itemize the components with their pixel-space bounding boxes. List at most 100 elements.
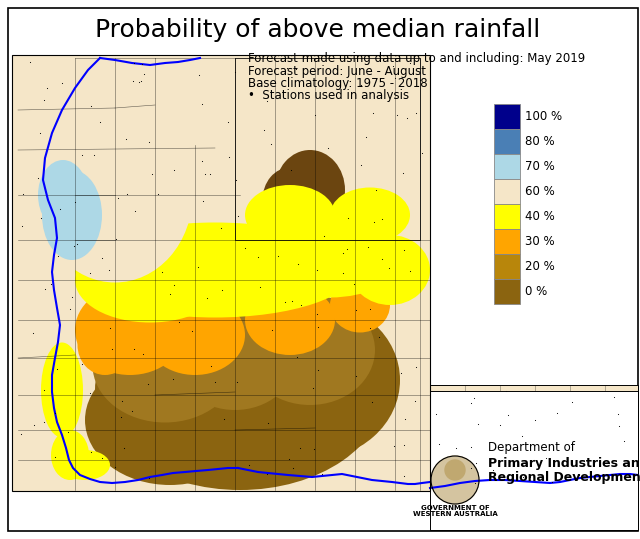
Ellipse shape bbox=[545, 439, 585, 461]
Point bbox=[115, 413, 125, 421]
Point bbox=[217, 286, 227, 294]
Point bbox=[619, 437, 629, 445]
Point bbox=[202, 293, 212, 302]
Point bbox=[230, 176, 241, 184]
Point bbox=[67, 293, 77, 301]
Point bbox=[396, 369, 406, 378]
Point bbox=[107, 344, 117, 353]
Point bbox=[122, 190, 132, 198]
Text: Department of: Department of bbox=[488, 440, 575, 453]
Ellipse shape bbox=[579, 439, 601, 457]
Point bbox=[399, 440, 409, 449]
Point bbox=[42, 84, 52, 92]
Point bbox=[614, 421, 624, 430]
Ellipse shape bbox=[75, 285, 185, 375]
Point bbox=[116, 397, 127, 405]
Bar bbox=[494, 129, 520, 154]
Point bbox=[263, 418, 273, 427]
Text: Forecast period: June - August: Forecast period: June - August bbox=[248, 65, 426, 78]
Ellipse shape bbox=[245, 285, 335, 355]
Point bbox=[363, 242, 373, 251]
Point bbox=[69, 241, 79, 250]
Ellipse shape bbox=[245, 185, 335, 245]
Point bbox=[431, 409, 441, 418]
Point bbox=[500, 387, 511, 396]
Ellipse shape bbox=[85, 355, 255, 485]
Point bbox=[390, 74, 401, 82]
Text: 100 %: 100 % bbox=[525, 110, 562, 123]
Point bbox=[400, 414, 410, 423]
Point bbox=[244, 461, 254, 469]
Point bbox=[262, 470, 273, 479]
Point bbox=[296, 301, 306, 310]
Point bbox=[165, 290, 175, 299]
Point bbox=[376, 215, 387, 224]
Text: 20 %: 20 % bbox=[525, 260, 555, 273]
Point bbox=[104, 266, 115, 274]
Bar bbox=[494, 279, 520, 304]
Text: Forecast made using data up to and including: May 2019: Forecast made using data up to and inclu… bbox=[248, 52, 585, 65]
Text: Probability of above median rainfall: Probability of above median rainfall bbox=[95, 18, 541, 42]
Point bbox=[319, 232, 330, 240]
Text: Base climatology: 1975 - 2018: Base climatology: 1975 - 2018 bbox=[248, 77, 428, 90]
Ellipse shape bbox=[220, 300, 400, 460]
Point bbox=[52, 252, 63, 260]
Point bbox=[313, 323, 323, 331]
Point bbox=[399, 246, 410, 254]
Point bbox=[348, 280, 358, 289]
Point bbox=[399, 472, 409, 480]
Point bbox=[193, 263, 203, 272]
Point bbox=[54, 205, 65, 214]
Point bbox=[232, 212, 243, 221]
Point bbox=[77, 360, 87, 369]
Point bbox=[56, 79, 67, 87]
Bar bbox=[12, 55, 430, 491]
Point bbox=[211, 378, 221, 387]
Point bbox=[266, 139, 276, 148]
Point bbox=[259, 126, 269, 135]
Point bbox=[371, 186, 381, 195]
Point bbox=[216, 223, 226, 232]
Point bbox=[129, 344, 139, 353]
Point bbox=[308, 384, 318, 392]
Point bbox=[196, 157, 207, 165]
Point bbox=[451, 443, 461, 452]
Point bbox=[198, 197, 208, 206]
Point bbox=[367, 108, 378, 117]
Point bbox=[405, 266, 415, 275]
Point bbox=[46, 280, 56, 288]
Text: Regional Development: Regional Development bbox=[488, 472, 640, 485]
Point bbox=[273, 252, 283, 261]
Point bbox=[223, 153, 234, 161]
Text: GOVERNMENT OF
WESTERN AUSTRALIA: GOVERNMENT OF WESTERN AUSTRALIA bbox=[413, 505, 497, 517]
Point bbox=[84, 268, 95, 277]
Point bbox=[286, 165, 296, 174]
Point bbox=[287, 296, 297, 305]
Point bbox=[342, 244, 353, 253]
Ellipse shape bbox=[42, 170, 102, 260]
Point bbox=[65, 305, 76, 314]
Ellipse shape bbox=[468, 444, 508, 466]
Point bbox=[388, 441, 399, 450]
Point bbox=[577, 473, 587, 482]
Circle shape bbox=[445, 460, 465, 480]
Point bbox=[309, 444, 319, 453]
Point bbox=[70, 197, 81, 206]
Point bbox=[153, 190, 163, 198]
Point bbox=[392, 111, 402, 120]
Point bbox=[137, 59, 147, 68]
Point bbox=[471, 459, 481, 468]
Point bbox=[89, 150, 99, 159]
Point bbox=[411, 363, 421, 372]
Point bbox=[49, 409, 60, 417]
Point bbox=[17, 222, 28, 230]
Bar bbox=[494, 154, 520, 179]
Point bbox=[109, 462, 120, 471]
Point bbox=[240, 244, 250, 253]
Point bbox=[85, 389, 95, 397]
Text: 0 %: 0 % bbox=[525, 285, 547, 298]
Point bbox=[36, 214, 47, 223]
Point bbox=[39, 386, 49, 395]
Point bbox=[356, 161, 367, 169]
Bar bbox=[494, 179, 520, 204]
